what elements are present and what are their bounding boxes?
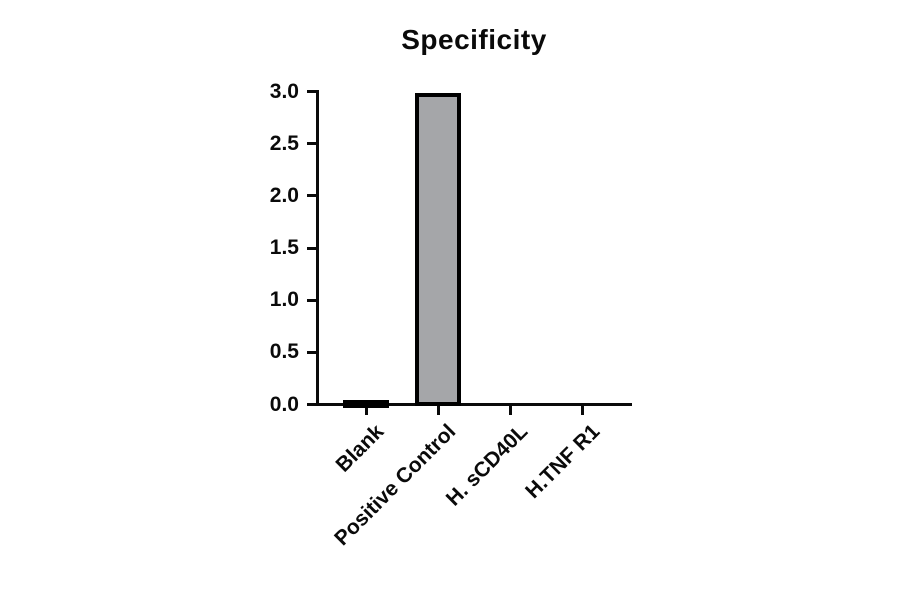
bar [415, 93, 461, 406]
y-tick [307, 298, 316, 302]
y-axis-line [316, 90, 319, 406]
y-tick-label: 0.0 [269, 392, 299, 416]
x-tick [580, 406, 584, 415]
x-tick [364, 406, 368, 415]
y-tick-label: 0.5 [269, 340, 299, 364]
y-tick [307, 350, 316, 354]
y-tick [307, 90, 316, 93]
y-tick-label: 2.5 [269, 131, 299, 155]
y-tick-label: 2.0 [269, 183, 299, 207]
y-tick-label: 1.5 [269, 236, 299, 259]
x-tick [436, 406, 440, 415]
y-tick-label: 3.0 [269, 79, 299, 103]
x-tick [508, 406, 512, 415]
chart-title: Specificity [401, 24, 547, 55]
bar [343, 399, 389, 408]
y-tick [307, 194, 316, 198]
y-tick-label: 1.0 [269, 288, 299, 312]
y-tick [307, 403, 316, 406]
x-axis-line [316, 403, 632, 406]
y-tick [307, 142, 316, 146]
y-tick [307, 246, 316, 250]
